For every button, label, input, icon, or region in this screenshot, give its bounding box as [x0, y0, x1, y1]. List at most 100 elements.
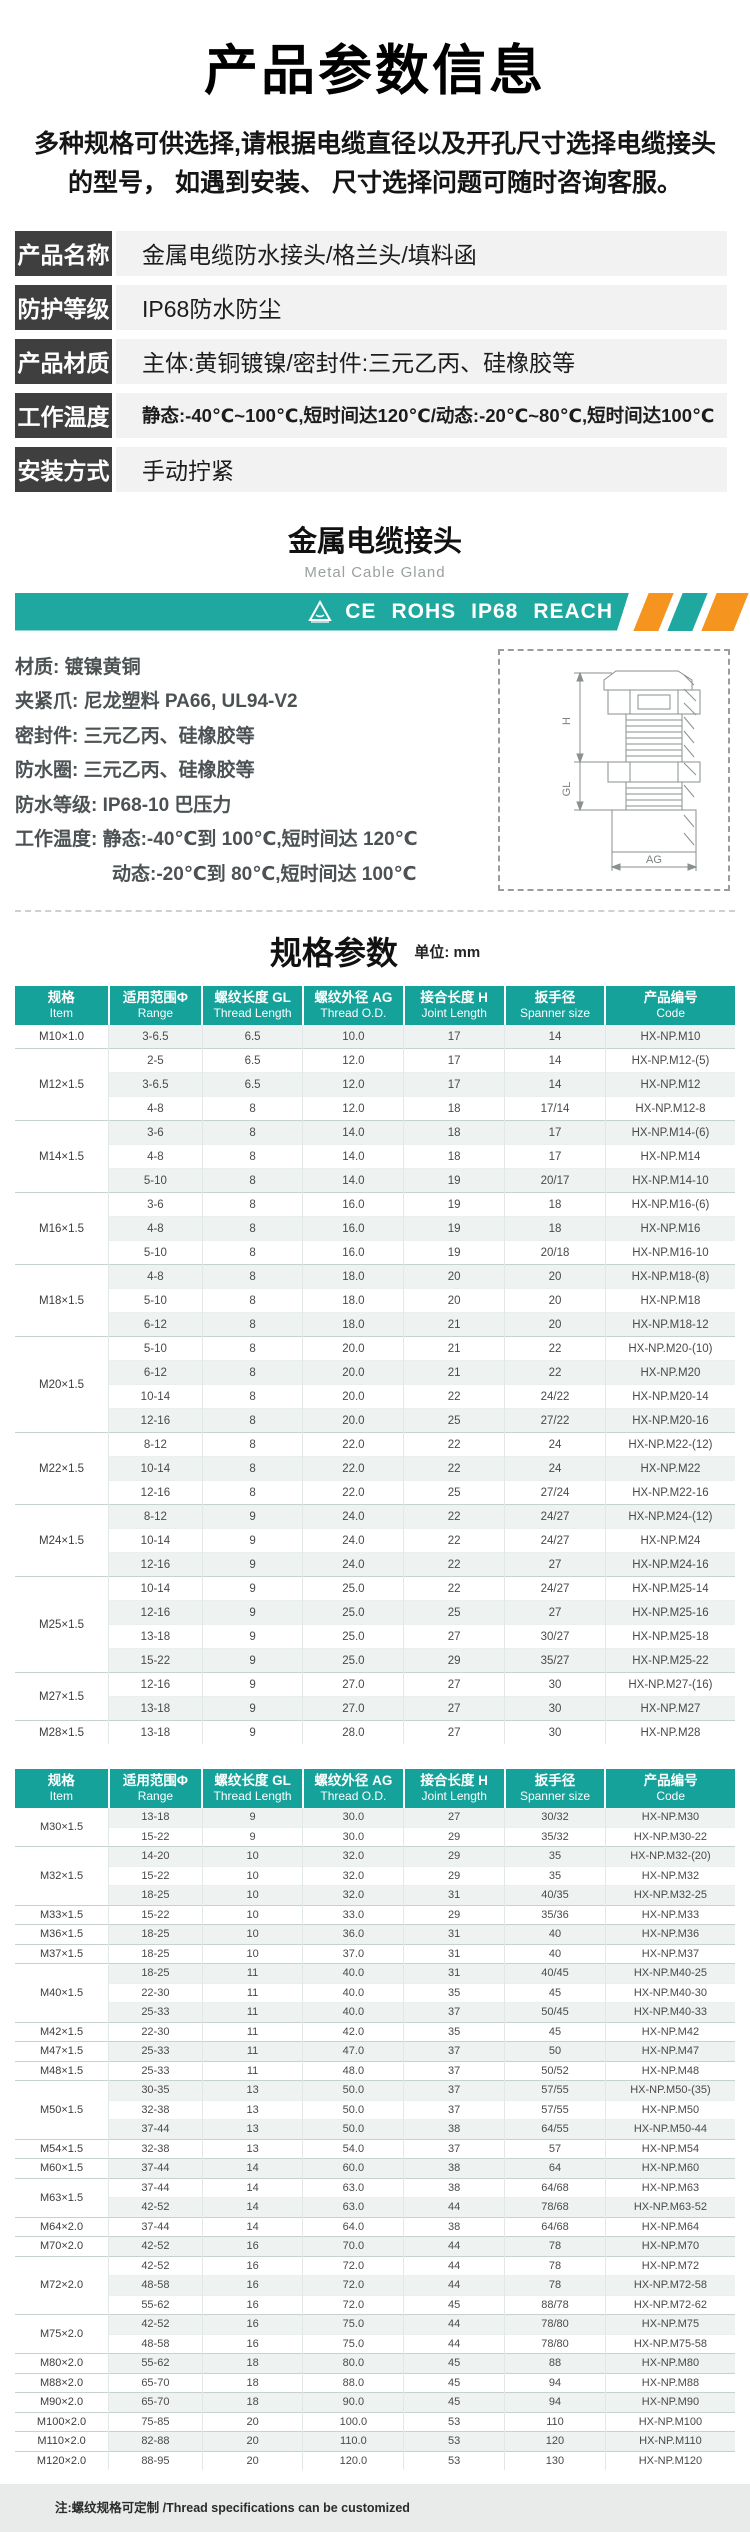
- table-cell: 32-38: [108, 2138, 203, 2159]
- table-cell: 45: [403, 2372, 506, 2393]
- table-cell: 72.0: [302, 2255, 405, 2276]
- table-cell: 22.0: [302, 1432, 405, 1457]
- table-cell: 90.0: [302, 2392, 405, 2412]
- table-cell: 12-16: [108, 1480, 203, 1505]
- table-cell: 9: [202, 1648, 304, 1673]
- table-cell: 13: [202, 2138, 304, 2159]
- table-cell: 19: [403, 1192, 506, 1217]
- table-cell: HX-NP.M72-58: [605, 2275, 735, 2295]
- item-cell: M14×1.5: [15, 1120, 110, 1193]
- info-row-protection-rating: 防护等级 IP68防水防尘: [15, 284, 727, 330]
- table-cell: 17: [504, 1144, 606, 1169]
- item-cell: M33×1.5: [15, 1904, 110, 1925]
- table-cell: 10.0: [302, 1025, 405, 1049]
- table-cell: 22-30: [108, 2021, 203, 2042]
- table-row: 4-8 8 12.0 18 17/14 HX-NP.M12-8: [15, 1096, 735, 1121]
- table-cell: 80.0: [302, 2353, 405, 2373]
- table-cell: 18: [504, 1192, 606, 1217]
- table-cell: HX-NP.M75: [605, 2314, 735, 2334]
- table-cell: 63.0: [302, 2197, 405, 2217]
- table-cell: 37: [403, 2060, 506, 2081]
- table-cell: HX-NP.M27: [605, 1696, 735, 1721]
- table-cell: 48-58: [108, 2333, 203, 2354]
- table-row: M10×1.0 3-6.5 6.5 10.0 17 14 HX-NP.M10: [15, 1025, 735, 1049]
- table-cell: 40: [504, 1924, 606, 1944]
- table-cell: 8-12: [108, 1432, 203, 1457]
- spec-waterproof-ring: 防水圈: 三元乙丙、硅橡胶等: [15, 760, 255, 781]
- table-cell: HX-NP.M16: [605, 1216, 735, 1241]
- table-cell: 20.0: [302, 1408, 405, 1433]
- table-cell: 78: [504, 2236, 606, 2256]
- table-cell: 5-10: [108, 1336, 203, 1361]
- table-cell: 29: [403, 1865, 506, 1886]
- table-row: 12-16 8 20.0 25 27/22 HX-NP.M20-16: [15, 1408, 735, 1433]
- table-cell: 110.0: [302, 2431, 405, 2451]
- table-cell: 10-14: [108, 1384, 203, 1409]
- table-cell: 18-25: [108, 1885, 203, 1905]
- table-cell: 18: [202, 2372, 304, 2393]
- table-cell: 37: [403, 2099, 506, 2120]
- table-cell: 17/14: [504, 1096, 606, 1121]
- table-cell: 8: [202, 1216, 304, 1241]
- table-row: 10-14 9 24.0 22 24/27 HX-NP.M24: [15, 1528, 735, 1553]
- table-cell: 38: [403, 2177, 506, 2198]
- table-cell: 25: [403, 1480, 506, 1505]
- table-cell: 30-35: [108, 2080, 203, 2100]
- column-header: 螺纹外径 AG Thread O.D.: [302, 1769, 405, 1808]
- table-cell: 9: [202, 1624, 304, 1649]
- table-row: 37-44 13 50.0 38 64/55 HX-NP.M50-44: [15, 2119, 735, 2139]
- table-cell: 20/18: [504, 1240, 606, 1265]
- table-cell: HX-NP.M20: [605, 1360, 735, 1385]
- stripe-orange: [701, 592, 749, 631]
- table-cell: HX-NP.M48: [605, 2060, 735, 2081]
- table-cell: 20: [202, 2411, 304, 2432]
- table-row: M47×1.5 25-33 11 47.0 37 50 HX-NP.M47: [15, 2041, 735, 2061]
- item-cell: M80×2.0: [15, 2353, 110, 2373]
- table-cell: 78/80: [504, 2314, 606, 2334]
- spec-table-unit: 单位: mm: [414, 943, 481, 961]
- table-row: M37×1.5 18-25 10 37.0 31 40 HX-NP.M37: [15, 1943, 735, 1964]
- table-cell: HX-NP.M22-(12): [605, 1432, 735, 1457]
- table-row: M50×1.5 30-35 13 50.0 37 57/55 HX-NP.M50-(35): [15, 2080, 735, 2139]
- table-cell: 21: [403, 1360, 506, 1385]
- table-cell: 27: [403, 1720, 506, 1744]
- table-cell: 11: [202, 1982, 304, 2003]
- table-cell: HX-NP.M25-14: [605, 1576, 735, 1601]
- table-cell: 6-12: [108, 1360, 203, 1385]
- table-cell: 50.0: [302, 2080, 405, 2100]
- table-row: M54×1.5 32-38 13 54.0 37 57 HX-NP.M54: [15, 2138, 735, 2159]
- table-cell: 27/24: [504, 1480, 606, 1505]
- item-cell: M75×2.0: [15, 2314, 110, 2354]
- table-cell: 40/45: [504, 1963, 606, 1983]
- cert-ip68: IP68: [471, 599, 519, 623]
- table-row: 25-33 11 40.0 37 50/45 HX-NP.M40-33: [15, 2002, 735, 2022]
- banner-stripes: [633, 592, 749, 631]
- info-row-working-temperature: 工作温度 静态:-40℃~100℃,短时间达120℃/动态:-20℃~80℃,短…: [15, 392, 727, 438]
- gland-spec-list: 材质: 镀镍黄铜 夹紧爪: 尼龙塑料 PA66, UL94-V2 密封件: 三元…: [15, 647, 498, 893]
- table-cell: HX-NP.M32: [605, 1865, 735, 1886]
- item-cell: M60×1.5: [15, 2158, 110, 2178]
- table-cell: 2-5: [108, 1048, 203, 1073]
- table-cell: 18-25: [108, 1924, 203, 1944]
- table-cell: 22: [504, 1360, 606, 1385]
- spec-table-title: 规格参数: [269, 935, 398, 971]
- table-cell: 24/27: [504, 1504, 606, 1529]
- table-cell: 30: [504, 1696, 606, 1721]
- item-cell: M54×1.5: [15, 2138, 110, 2159]
- table-cell: 55-62: [108, 2353, 203, 2373]
- table-row: M24×1.5 8-12 9 24.0 22 24/27 HX-NP.M24-(12): [15, 1504, 735, 1577]
- table-cell: 24: [504, 1432, 606, 1457]
- table-cell: 11: [202, 2041, 304, 2061]
- table-cell: 5-10: [108, 1288, 203, 1313]
- table-cell: 45: [403, 2294, 506, 2315]
- table-cell: 22.0: [302, 1480, 405, 1505]
- table-cell: 20: [403, 1264, 506, 1289]
- table-cell: 40.0: [302, 1963, 405, 1983]
- item-cell: M37×1.5: [15, 1943, 110, 1964]
- item-cell: M28×1.5: [15, 1720, 110, 1744]
- table-cell: HX-NP.M24: [605, 1528, 735, 1553]
- table-row: 15-22 9 25.0 29 35/27 HX-NP.M25-22: [15, 1648, 735, 1673]
- table-cell: 9: [202, 1600, 304, 1625]
- table-cell: 8: [202, 1312, 304, 1337]
- table-cell: HX-NP.M72: [605, 2255, 735, 2276]
